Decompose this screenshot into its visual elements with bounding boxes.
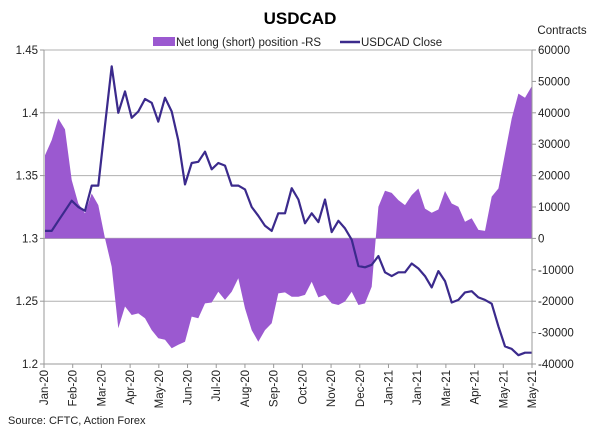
source-note: Source: CFTC, Action Forex: [8, 415, 146, 427]
right-tick-label: 20000: [538, 171, 570, 183]
x-tick-label: Mar-21: [441, 370, 453, 406]
legend: Net long (short) position -RS USDCAD Clo…: [153, 37, 442, 49]
net-position-area: [45, 86, 532, 349]
right-tick-label: 0: [538, 233, 544, 245]
x-tick-label: Dec-20: [355, 370, 367, 407]
x-tick-label: May-20: [154, 370, 166, 408]
legend-swatch-area: [153, 37, 175, 46]
x-tick-label: Apr-21: [470, 370, 482, 405]
right-tick-label: -10000: [538, 265, 574, 277]
x-tick-label: Oct-20: [297, 370, 309, 405]
x-tick-label: Mar-20: [96, 370, 108, 406]
right-tick-label: -20000: [538, 296, 574, 308]
right-tick-label: 10000: [538, 202, 570, 214]
usdcad-close-line: [45, 65, 532, 357]
x-tick-label: Aug-20: [240, 370, 252, 407]
x-tick-label: Jan-20: [39, 370, 51, 405]
chart-title: USDCAD: [264, 9, 337, 28]
x-tick-label: Jun-20: [183, 370, 195, 405]
x-tick-label: May-21: [498, 370, 510, 408]
x-tick-label: Jul-20: [211, 370, 223, 401]
left-tick-label: 1.25: [16, 296, 38, 308]
left-tick-label: 1.35: [16, 171, 38, 183]
x-tick-label: Sep-20: [269, 370, 281, 407]
right-axis-label: Contracts: [537, 25, 586, 37]
x-tick-label: Jan-21: [412, 370, 424, 405]
right-tick-label: -40000: [538, 359, 574, 371]
legend-label-position: Net long (short) position -RS: [176, 37, 321, 49]
left-tick-label: 1.2: [22, 359, 38, 371]
x-tick-label: May-21: [527, 370, 539, 408]
right-tick-label: 50000: [538, 76, 570, 88]
left-tick-label: 1.45: [16, 45, 38, 57]
x-tick-label: Apr-20: [125, 370, 137, 405]
right-tick-label: 60000: [538, 45, 570, 57]
right-tick-label: 40000: [538, 108, 570, 120]
left-tick-label: 1.4: [22, 108, 39, 120]
right-tick-label: 30000: [538, 139, 570, 151]
x-tick-label: Jan-21: [383, 370, 395, 405]
x-tick-label: Nov-20: [326, 370, 338, 407]
legend-label-close: USDCAD Close: [361, 37, 442, 49]
right-tick-label: -30000: [538, 328, 574, 340]
left-tick-label: 1.3: [22, 233, 38, 245]
x-tick-label: Feb-20: [68, 370, 80, 406]
